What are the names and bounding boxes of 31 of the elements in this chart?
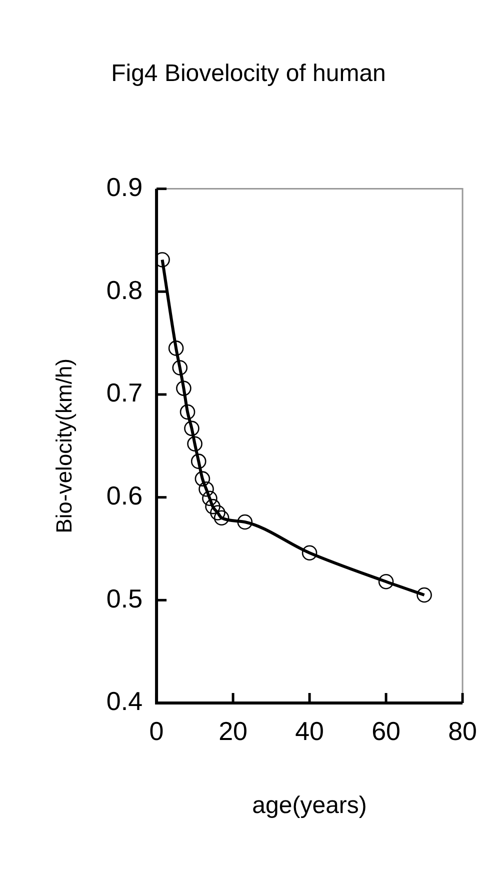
point (190, 454, 206, 469)
x-axis-title: age(years) (252, 792, 367, 820)
y-tick-label: 0.7 (106, 378, 143, 408)
point (168, 340, 184, 356)
point (237, 514, 253, 530)
point (176, 380, 192, 396)
point (416, 587, 432, 603)
point (194, 471, 210, 486)
x-tick-label: 80 (448, 716, 477, 746)
point (172, 360, 188, 376)
point (378, 574, 394, 590)
point (187, 436, 202, 452)
y-tick-label: 0.4 (106, 686, 143, 716)
point (180, 404, 196, 420)
x-tick-label: 20 (218, 716, 248, 746)
point (214, 510, 230, 526)
y-tick-label: 0.9 (106, 172, 143, 202)
y-tick-label: 0.5 (106, 583, 143, 614)
point (302, 545, 318, 561)
y-tick-label: 0.8 (106, 274, 143, 305)
point (210, 505, 226, 520)
x-tick-label: 0 (149, 716, 164, 746)
chart-title: Fig4 Biovelocity of human (111, 60, 386, 88)
point (184, 420, 200, 436)
point (205, 498, 220, 514)
y-axis-title: Bio-velocity(km/h) (51, 358, 76, 534)
y-tick-label: 0.6 (106, 480, 143, 510)
x-tick-label: 60 (372, 716, 400, 746)
x-tick-label: 40 (295, 716, 324, 746)
point (198, 481, 214, 497)
point (202, 490, 218, 506)
